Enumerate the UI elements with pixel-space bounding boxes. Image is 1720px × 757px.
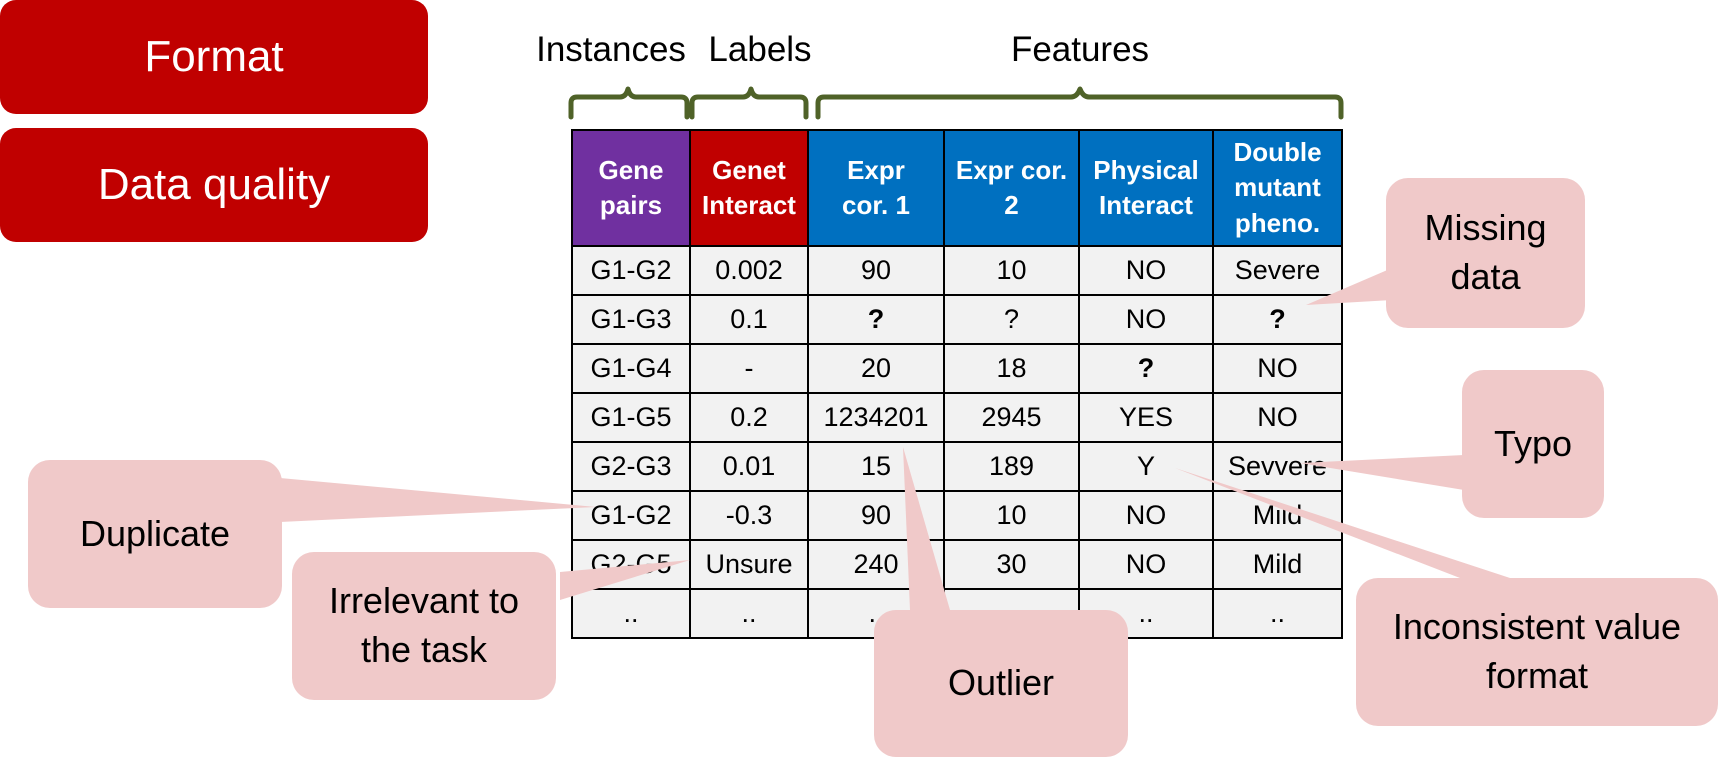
table-row: G2-G5 Unsure 240 30 NO Mild — [571, 539, 1343, 590]
table-cell: 0.01 — [689, 441, 809, 492]
header-line: 2 — [1004, 190, 1019, 220]
table-cell: G1-G3 — [571, 294, 691, 345]
table-cell: NO — [1078, 245, 1214, 296]
callout-text: Missing — [1424, 207, 1547, 249]
missing-data-callout: Missing data — [1386, 178, 1585, 328]
inconsistent-format-callout: Inconsistent value format — [1356, 578, 1718, 726]
table-cell: G1-G4 — [571, 343, 691, 394]
table-cell: -0.3 — [689, 490, 809, 541]
data-table: Gene pairs Genet Interact Expr cor. 1 Ex… — [571, 129, 1343, 639]
table-cell: YES — [1078, 392, 1214, 443]
table-cell: NO — [1212, 343, 1343, 394]
duplicate-callout: Duplicate — [28, 460, 282, 608]
table-cell: - — [689, 343, 809, 394]
outlier-callout: Outlier — [874, 610, 1128, 757]
table-row: G1-G3 0.1 ? ? NO ? — [571, 294, 1343, 345]
table-cell: 0.002 — [689, 245, 809, 296]
table-cell: ? — [1078, 343, 1214, 394]
table-row: G1-G2 0.002 90 10 NO Severe — [571, 245, 1343, 296]
header-gene-pairs: Gene pairs — [571, 129, 691, 247]
table-cell: ? — [943, 294, 1080, 345]
header-line: Interact — [1099, 190, 1193, 220]
header-line: Genet — [712, 154, 786, 185]
header-line: Expr — [847, 154, 905, 185]
table-cell: 20 — [807, 343, 945, 394]
features-bracket — [815, 86, 1344, 120]
table-cell: 0.1 — [689, 294, 809, 345]
table-cell: NO — [1078, 539, 1214, 590]
table-cell: 18 — [943, 343, 1080, 394]
table-cell: Sevvere — [1212, 441, 1343, 492]
table-cell: NO — [1078, 490, 1214, 541]
header-double-mutant-pheno: Double mutant pheno. — [1212, 129, 1343, 247]
labels-bracket — [689, 86, 809, 120]
table-cell: 1234201 — [807, 392, 945, 443]
callout-text: the task — [360, 629, 488, 670]
header-line: pheno. — [1234, 207, 1321, 238]
header-row: Gene pairs Genet Interact Expr cor. 1 Ex… — [571, 129, 1343, 247]
format-button-label: Format — [144, 32, 284, 81]
table-cell: NO — [1212, 392, 1343, 443]
header-expr-cor-1: Expr cor. 1 — [807, 129, 945, 247]
table-row: G1-G4 - 20 18 ? NO — [571, 343, 1343, 394]
header-line: Interact — [702, 190, 796, 220]
header-line: Expr cor. — [955, 154, 1068, 185]
table-cell: 90 — [807, 245, 945, 296]
table-cell: G2-G5 — [571, 539, 691, 590]
instances-bracket — [568, 86, 690, 120]
header-genet-interact: Genet Interact — [689, 129, 809, 247]
table-cell: Mild — [1212, 539, 1343, 590]
table-row: G2-G3 0.01 15 189 Y Sevvere — [571, 441, 1343, 492]
header-expr-cor-2: Expr cor. 2 — [943, 129, 1080, 247]
header-line: pairs — [599, 190, 663, 220]
table-cell: 10 — [943, 245, 1080, 296]
header-physical-interact: Physical Interact — [1078, 129, 1214, 247]
table-cell: 0.2 — [689, 392, 809, 443]
irrelevant-callout: Irrelevant to the task — [292, 552, 556, 700]
table-cell: .. — [689, 588, 809, 639]
table-cell: Unsure — [689, 539, 809, 590]
table-row: G1-G2 -0.3 90 10 NO Mild — [571, 490, 1343, 541]
table-cell: ? — [807, 294, 945, 345]
typo-callout: Typo — [1462, 370, 1604, 518]
table-cell: 2945 — [943, 392, 1080, 443]
header-line: Double — [1233, 137, 1322, 168]
table-cell: G1-G5 — [571, 392, 691, 443]
table-cell: NO — [1078, 294, 1214, 345]
table-cell: 30 — [943, 539, 1080, 590]
labels-group-label: Labels — [708, 30, 812, 69]
callout-text: Inconsistent value — [1392, 606, 1682, 648]
header-line: Physical — [1093, 154, 1199, 185]
table-cell: 240 — [807, 539, 945, 590]
table-cell: 90 — [807, 490, 945, 541]
header-line: cor. 1 — [842, 190, 910, 220]
table-cell: ? — [1212, 294, 1343, 345]
callout-text: Irrelevant to — [328, 580, 520, 622]
table-cell: 10 — [943, 490, 1080, 541]
callout-text: Outlier — [947, 662, 1055, 704]
header-line: Gene — [598, 154, 664, 185]
table-cell: .. — [571, 588, 691, 639]
data-quality-button[interactable]: Data quality — [0, 128, 428, 242]
table-cell: Y — [1078, 441, 1214, 492]
callout-text: Duplicate — [79, 512, 231, 554]
table-cell: G2-G3 — [571, 441, 691, 492]
table-row: G1-G5 0.2 1234201 2945 YES NO — [571, 392, 1343, 443]
table-cell: Severe — [1212, 245, 1343, 296]
format-button[interactable]: Format — [0, 0, 428, 114]
callout-text: format — [1485, 655, 1589, 696]
table-cell: 189 — [943, 441, 1080, 492]
data-quality-button-label: Data quality — [97, 160, 331, 209]
table-cell: 15 — [807, 441, 945, 492]
instances-group-label: Instances — [536, 30, 686, 69]
features-group-label: Features — [1010, 30, 1150, 69]
table-cell: Mild — [1212, 490, 1343, 541]
table-cell: G1-G2 — [571, 245, 691, 296]
callout-text: Typo — [1493, 422, 1573, 464]
header-line: mutant — [1234, 172, 1321, 203]
table-cell: .. — [1212, 588, 1343, 639]
table-cell: G1-G2 — [571, 490, 691, 541]
callout-text: data — [1450, 256, 1521, 297]
